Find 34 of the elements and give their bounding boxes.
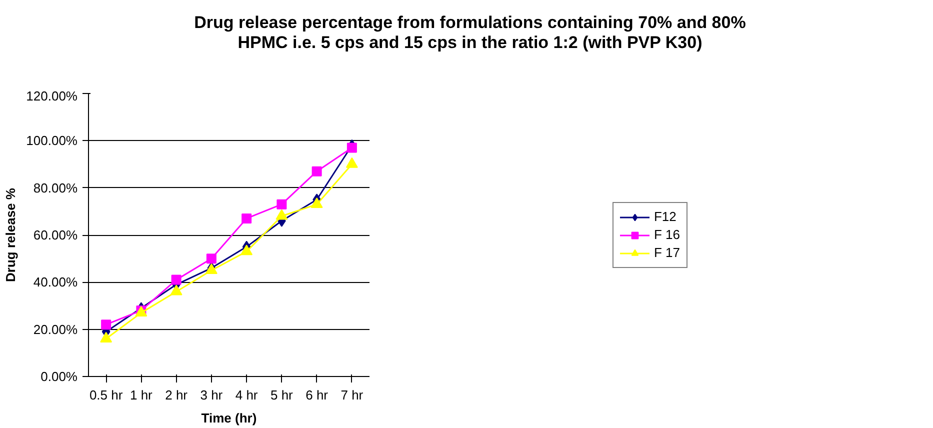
y-tick-label: 0.00% — [40, 369, 78, 384]
y-tick-label: 40.00% — [33, 274, 78, 290]
point — [310, 197, 323, 208]
x-tick-label: 0.5 hr — [89, 388, 124, 402]
point — [276, 209, 288, 220]
point — [312, 166, 322, 176]
point — [170, 284, 182, 296]
y-tick-label: 80.00% — [33, 180, 78, 196]
legend-label: F 17 — [654, 244, 680, 260]
point — [242, 213, 252, 224]
point — [346, 157, 358, 168]
point — [171, 274, 182, 285]
x-tick-label: 4 hr — [235, 388, 258, 402]
point — [100, 332, 112, 342]
point — [240, 244, 253, 256]
y-axis-title: Drug release % — [3, 188, 18, 282]
legend-label: F12 — [654, 208, 676, 224]
x-tick-label: 5 hr — [270, 388, 294, 402]
legend-label: F 16 — [654, 226, 680, 242]
x-axis-title: Time (hr) — [201, 410, 257, 426]
point — [206, 254, 216, 264]
x-tick-label: 3 hr — [200, 388, 224, 402]
x-tick-label: 6 hr — [306, 388, 329, 402]
point — [101, 320, 112, 330]
x-tick-label: 1 hr — [130, 388, 154, 402]
text: Drug release percentage from formulations containing 70% and 80% HPMC i.e. 5 cps and 15 cps in the ratio 1:2 (with PVP K30) — [193, 13, 747, 54]
x-tick-label: 2 hr — [165, 388, 188, 402]
x-tick-label: 7 hr — [340, 388, 364, 402]
y-tick-label: 20.00% — [33, 322, 78, 337]
y-tick-label: 100.00% — [26, 133, 78, 148]
y-tick-label: 120.00% — [26, 88, 78, 104]
y-tick-label: 60.00% — [33, 228, 78, 242]
point — [346, 142, 357, 153]
point — [276, 199, 287, 210]
